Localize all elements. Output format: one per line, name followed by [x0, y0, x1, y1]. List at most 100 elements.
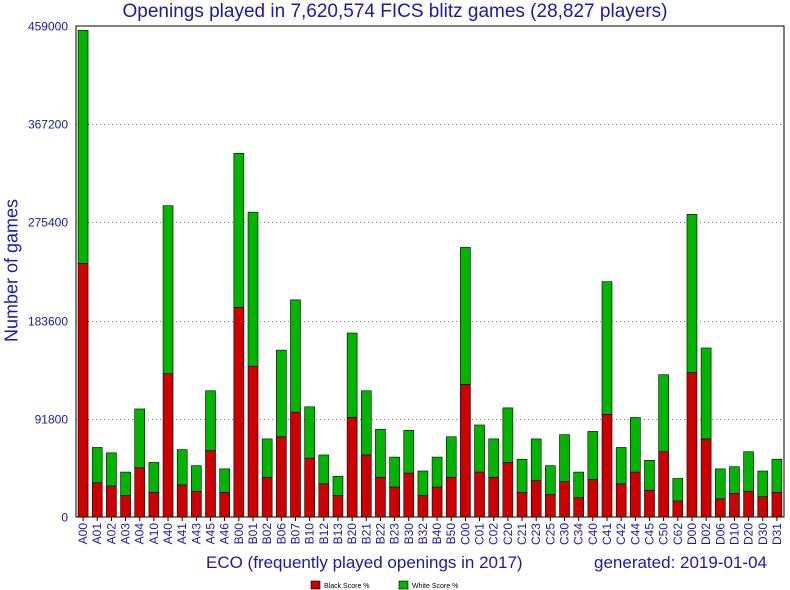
x-tick-label: C25 [543, 523, 557, 545]
bar-white-B22 [375, 428, 386, 478]
x-tick-label: C34 [572, 523, 586, 545]
bar-black-B50 [445, 477, 457, 518]
bar-white-D02 [700, 347, 712, 440]
bar-black-C00 [460, 384, 471, 518]
x-tick-label: B32 [416, 523, 430, 545]
x-tick-label: A02 [104, 523, 118, 545]
x-tick-label: D06 [713, 523, 727, 545]
x-tick-label: B22 [373, 523, 387, 545]
x-tick-label: C23 [529, 523, 543, 545]
bar-black-D31 [771, 492, 783, 518]
bar-black-A45 [205, 450, 216, 518]
bar-white-A03 [120, 471, 131, 496]
bar-black-B01 [247, 365, 259, 518]
x-tick-label: B01 [246, 523, 260, 545]
bar-black-A02 [106, 485, 117, 518]
generated-date: generated: 2019-01-04 [594, 553, 767, 572]
bar-black-C42 [615, 483, 627, 518]
bar-black-A40 [162, 373, 174, 518]
bar-white-D06 [714, 468, 726, 500]
bar-black-C50 [658, 451, 669, 518]
bar-black-A41 [176, 484, 188, 518]
x-tick-label: A00 [76, 523, 90, 545]
y-tick-label: 183600 [28, 315, 68, 329]
bar-white-B40 [431, 456, 443, 488]
x-tick-label: A41 [175, 523, 189, 545]
bar-black-C40 [587, 479, 599, 518]
bar-white-B01 [247, 211, 259, 367]
bar-black-A46 [219, 492, 230, 518]
bar-black-B10 [304, 457, 315, 518]
x-tick-label: D02 [699, 523, 713, 545]
bar-black-B13 [332, 495, 344, 518]
bar-white-C30 [559, 434, 570, 482]
bar-black-B30 [403, 472, 415, 518]
bar-black-C01 [474, 471, 485, 518]
bar-white-C62 [672, 478, 684, 502]
bar-white-B13 [332, 476, 344, 496]
bar-black-A01 [91, 482, 103, 518]
x-tick-label: A43 [189, 523, 203, 545]
x-tick-label: A10 [147, 523, 161, 545]
bar-white-C41 [601, 281, 613, 415]
x-tick-label: C01 [473, 523, 487, 545]
bar-black-C62 [672, 500, 684, 518]
bar-white-B30 [403, 430, 415, 474]
x-tick-label: C62 [671, 523, 685, 545]
bar-white-C01 [474, 424, 485, 473]
y-tick-label: 275400 [28, 216, 68, 230]
x-tick-label: C50 [657, 523, 671, 545]
x-tick-label: B12 [317, 523, 331, 545]
bar-black-D10 [729, 493, 740, 518]
x-tick-label: A01 [90, 523, 104, 545]
bar-white-C34 [573, 471, 584, 499]
bar-white-B23 [389, 456, 400, 488]
bar-black-C30 [559, 481, 570, 518]
bar-black-A43 [191, 491, 202, 518]
bar-white-B00 [233, 152, 245, 308]
bar-black-C25 [545, 494, 556, 518]
bar-white-B21 [360, 390, 372, 456]
x-tick-label: B23 [388, 523, 402, 545]
bar-white-B02 [261, 438, 273, 478]
x-tick-label: B40 [430, 523, 444, 545]
bar-black-D20 [743, 491, 754, 518]
bar-white-B50 [445, 436, 457, 478]
bar-black-D30 [757, 496, 769, 518]
y-tick-label: 91800 [35, 413, 69, 427]
x-tick-label: B21 [359, 523, 373, 545]
bar-white-C20 [502, 407, 514, 463]
bar-black-A00 [77, 263, 89, 518]
x-tick-label: C21 [515, 523, 529, 545]
bar-white-B07 [290, 299, 301, 413]
bar-white-B20 [346, 332, 358, 418]
bar-white-B12 [318, 454, 330, 485]
x-tick-label: B20 [345, 523, 359, 545]
x-tick-label: C42 [614, 523, 628, 545]
x-tick-label: C30 [558, 523, 572, 545]
bar-white-C02 [488, 438, 500, 478]
x-tick-label: D30 [756, 523, 770, 545]
bar-black-B22 [375, 477, 386, 518]
x-tick-label: C02 [487, 523, 501, 545]
x-tick-label: C41 [600, 523, 614, 545]
bar-white-A02 [106, 452, 117, 487]
x-tick-label: C44 [628, 523, 642, 545]
legend-label: Black Score % [324, 583, 370, 590]
bar-white-C44 [630, 417, 641, 473]
bar-black-B23 [389, 486, 400, 518]
bar-white-B10 [304, 406, 315, 459]
bar-black-C44 [630, 471, 641, 518]
bar-black-D00 [686, 372, 698, 518]
bar-white-B06 [276, 349, 287, 438]
bar-white-D30 [757, 470, 769, 497]
bar-black-B32 [417, 495, 429, 518]
legend-swatch [398, 580, 409, 590]
x-tick-label: D20 [742, 523, 756, 545]
bar-white-D31 [771, 458, 783, 493]
bar-black-C45 [644, 489, 655, 518]
x-tick-label: C20 [501, 523, 515, 545]
bar-white-A40 [162, 205, 174, 374]
bar-white-A41 [176, 449, 188, 486]
x-tick-label: A04 [133, 523, 147, 545]
